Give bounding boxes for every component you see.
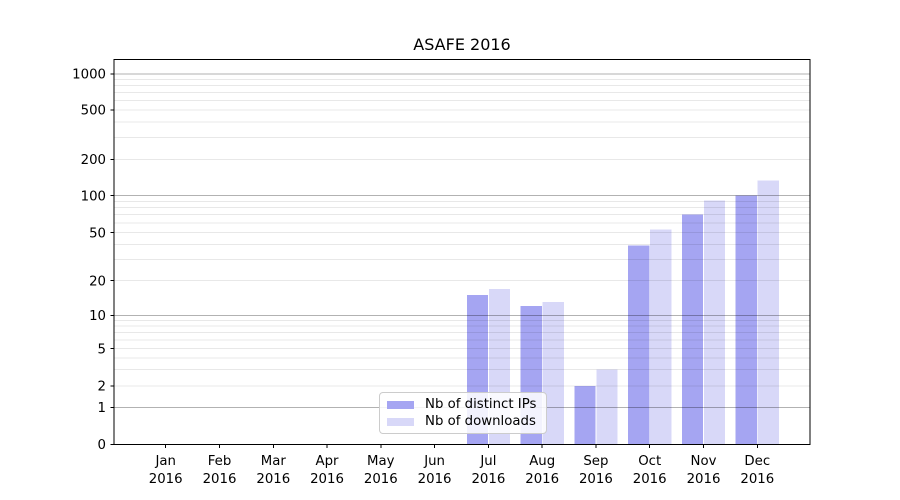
legend-label-distinct-ips: Nb of distinct IPs: [425, 397, 537, 412]
x-tick-label-year-oct: 2016: [633, 472, 667, 487]
x-tick-label-year-nov: 2016: [687, 472, 721, 487]
legend-swatch-downloads: [387, 417, 414, 426]
x-tick-label-year-apr: 2016: [310, 472, 344, 487]
bar-nb-of-downloads-aug: [542, 302, 564, 445]
y-tick-label-20: 20: [89, 274, 106, 289]
x-tick-label-month-sep: Sep: [583, 454, 608, 469]
x-tick-label-year-dec: 2016: [740, 472, 774, 487]
x-tick-label-month-oct: Oct: [638, 454, 661, 469]
bar-nb-of-distinct-ips-dec: [735, 195, 757, 445]
x-tick-label-year-jun: 2016: [418, 472, 452, 487]
legend-entry-downloads: Nb of downloads: [387, 415, 537, 428]
y-tick-label-100: 100: [81, 189, 106, 204]
x-tick-label-month-jan: Jan: [154, 454, 176, 469]
bar-nb-of-downloads-dec: [757, 180, 779, 445]
y-tick-label-1000: 1000: [72, 68, 106, 83]
x-tick-label-year-feb: 2016: [203, 472, 237, 487]
y-tick-label-50: 50: [89, 226, 106, 241]
y-tick-label-1: 1: [98, 401, 106, 416]
bar-nb-of-downloads-nov: [703, 200, 726, 445]
y-tick-label-500: 500: [81, 104, 106, 119]
y-tick-label-200: 200: [81, 153, 106, 168]
y-tick-label-10: 10: [89, 309, 106, 324]
legend-label-downloads: Nb of downloads: [425, 414, 536, 429]
x-tick-label-month-dec: Dec: [744, 454, 770, 469]
bar-nb-of-downloads-oct: [650, 229, 672, 445]
x-tick-label-month-apr: Apr: [315, 454, 339, 469]
bar-nb-of-distinct-ips-oct: [628, 245, 650, 445]
y-tick-label-0: 0: [98, 438, 106, 453]
legend: Nb of distinct IPs Nb of downloads: [379, 392, 547, 434]
x-tick-label-month-jun: Jun: [423, 454, 445, 469]
x-tick-label-year-aug: 2016: [525, 472, 559, 487]
bar-nb-of-distinct-ips-nov: [681, 214, 704, 445]
bar-nb-of-distinct-ips-sep: [574, 386, 596, 445]
x-tick-label-year-mar: 2016: [256, 472, 290, 487]
x-tick-label-year-jan: 2016: [149, 472, 183, 487]
grid-layer: [114, 73, 810, 408]
x-tick-label-month-feb: Feb: [208, 454, 232, 469]
x-tick-label-year-may: 2016: [364, 472, 398, 487]
x-tick-label-month-nov: Nov: [691, 454, 717, 469]
x-tick-label-month-jul: Jul: [479, 454, 496, 469]
x-tick-label-year-jul: 2016: [471, 472, 505, 487]
chart-title: ASAFE 2016: [413, 35, 510, 54]
legend-swatch-distinct-ips: [387, 400, 414, 409]
x-tick-label-month-mar: Mar: [261, 454, 287, 469]
axis-layer: 0 1 2 5 10 20 50 100 200 500 1000 Jan 2016 Feb 2016 Mar…: [72, 58, 811, 487]
x-tick-label-year-sep: 2016: [579, 472, 613, 487]
x-tick-label-month-aug: Aug: [529, 454, 555, 469]
x-tick-label-month-may: May: [367, 454, 395, 469]
y-tick-label-5: 5: [98, 342, 106, 357]
bar-nb-of-downloads-sep: [596, 369, 618, 445]
y-tick-label-2: 2: [98, 380, 106, 395]
plot-border: [113, 58, 811, 446]
legend-entry-distinct-ips: Nb of distinct IPs: [387, 398, 537, 411]
